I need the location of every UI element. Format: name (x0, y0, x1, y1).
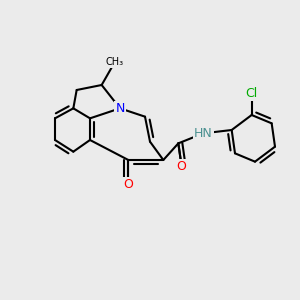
Text: O: O (123, 178, 133, 191)
Text: N: N (115, 102, 125, 115)
Text: Cl: Cl (245, 87, 258, 100)
Text: HN: HN (194, 127, 213, 140)
Text: O: O (177, 160, 187, 173)
Text: CH₃: CH₃ (106, 57, 124, 67)
